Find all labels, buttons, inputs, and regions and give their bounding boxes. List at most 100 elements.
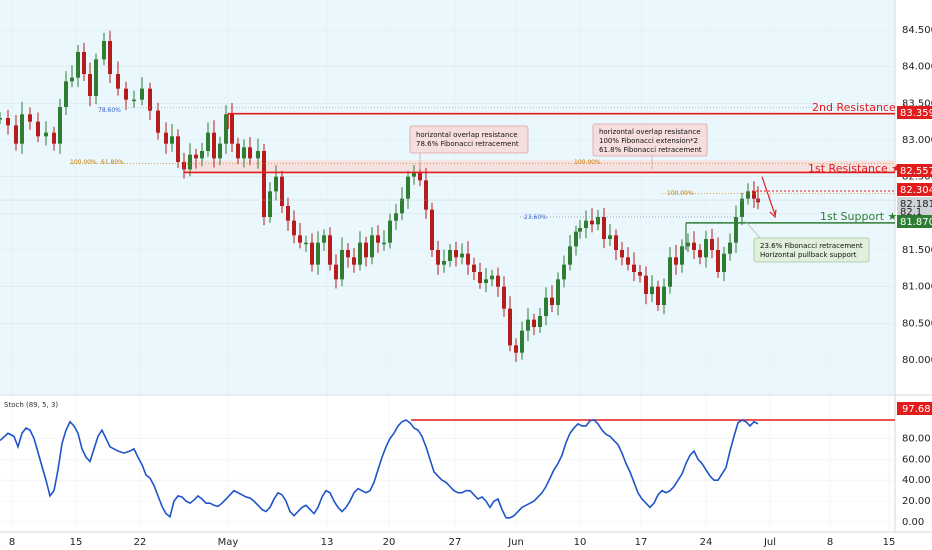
annotation-1-line-2: 78.6% Fibonacci retracement xyxy=(416,140,519,148)
candle-body xyxy=(346,250,350,258)
projection-arrow-line xyxy=(761,176,776,215)
candle-body xyxy=(248,147,252,159)
stoch-tick-label: 20.00 xyxy=(902,496,931,507)
candle-body xyxy=(108,41,112,74)
time-tick-label: 20 xyxy=(383,537,396,548)
price-tag-stoch: 97.68 xyxy=(897,402,932,415)
candle-body xyxy=(442,261,446,265)
candle-body xyxy=(674,257,678,265)
candle-body xyxy=(328,235,332,265)
price-tag-current-text: 82.181 xyxy=(900,199,932,210)
time-tick-label: 10 xyxy=(574,537,587,548)
candle-body xyxy=(508,308,512,346)
fib-label-100-left: 100.00% xyxy=(70,159,97,166)
candle-body xyxy=(692,242,696,250)
candle-body xyxy=(722,253,726,272)
time-tick-label: 24 xyxy=(700,537,713,548)
price-tick-label: 84.000 xyxy=(902,62,932,73)
price-tick-label: 80.000 xyxy=(902,355,932,366)
candle-body xyxy=(242,147,246,159)
resistance-1-label: 1st Resistance ★★ xyxy=(808,162,911,175)
candle-body xyxy=(28,114,32,122)
candle-body xyxy=(256,151,260,159)
price-tag-hidden-text: 82.1 xyxy=(900,207,922,218)
candle-body xyxy=(478,272,482,283)
candle-body xyxy=(710,239,714,250)
candle-body xyxy=(140,88,144,100)
candle-body xyxy=(200,151,204,159)
candle-body xyxy=(472,264,476,272)
candle-body xyxy=(94,59,98,96)
candle-body xyxy=(102,41,106,60)
annotation-box-2: horizontal overlap resistance 100% Fibon… xyxy=(592,123,708,157)
price-tick-label: 84.500 xyxy=(902,25,932,36)
candle-body xyxy=(716,250,720,272)
candle-body xyxy=(590,220,594,225)
annotation-2-line-1: horizontal overlap resistance xyxy=(599,128,701,136)
price-tag-res2-text: 83.359 xyxy=(900,108,932,119)
time-tick-label: 27 xyxy=(449,537,462,548)
time-tick-label: 15 xyxy=(70,537,83,548)
candle-body xyxy=(316,242,320,265)
price-tag-stoch-text: 97.68 xyxy=(902,404,931,415)
stoch-line xyxy=(0,419,759,519)
candle-body xyxy=(650,286,654,294)
candle-body xyxy=(632,264,636,272)
time-tick-label: May xyxy=(218,537,239,548)
candle-body xyxy=(638,272,642,276)
candle-body xyxy=(644,275,648,294)
candle-body xyxy=(352,257,356,265)
candle-body xyxy=(460,253,464,258)
fib-label-23-6: 23.60% xyxy=(524,214,547,221)
annotation-2-line-2: 100% Fibonacci extension*2 xyxy=(599,137,698,145)
candle-body xyxy=(218,143,222,159)
candle-body xyxy=(224,114,228,144)
candle-body xyxy=(418,173,422,181)
candle-body xyxy=(656,286,660,305)
candle-body xyxy=(176,136,180,162)
candle-body xyxy=(614,235,618,250)
candle-body xyxy=(0,118,2,120)
candle-body xyxy=(734,217,738,243)
support-1-label: 1st Support ★★ xyxy=(820,210,907,223)
candle-body xyxy=(206,132,210,151)
candle-body xyxy=(334,264,338,280)
candle-body xyxy=(756,198,760,203)
stoch-tick-label: 40.00 xyxy=(902,475,931,486)
time-tick-label: Jul xyxy=(763,537,776,548)
candle-body xyxy=(620,250,624,258)
time-tick-label: Jun xyxy=(507,537,524,548)
candle-body xyxy=(526,319,530,331)
candle-body xyxy=(188,154,192,170)
candle-body xyxy=(286,206,290,221)
price-tick-label: 83.500 xyxy=(902,98,932,109)
stoch-axis-ticks: 80.00 60.00 40.00 20.00 0.00 xyxy=(902,433,931,528)
price-tag-fib100: 82.304 xyxy=(897,183,932,196)
candle-body xyxy=(484,279,488,283)
candle-body xyxy=(662,286,666,305)
candle-body xyxy=(532,319,536,327)
candle-body xyxy=(212,132,216,159)
time-tick-label: 15 xyxy=(883,537,896,548)
candle-body xyxy=(584,220,588,228)
annotation-3-line-1: 23.6% Fibonacci retracement xyxy=(760,242,863,250)
annotation-box-3: 23.6% Fibonacci retracement Horizontal p… xyxy=(753,237,870,263)
price-tag-hidden: 82.1 xyxy=(897,207,932,218)
time-tick-label: 17 xyxy=(635,537,648,548)
candle-body xyxy=(412,173,416,177)
candle-body xyxy=(194,154,198,159)
zones xyxy=(184,160,895,173)
fib-label-100-right: 100.00% xyxy=(667,190,694,197)
candle-body xyxy=(164,132,168,144)
candle-body xyxy=(292,220,296,236)
candle-body xyxy=(626,257,630,265)
candle-body xyxy=(514,345,518,353)
candle-body xyxy=(680,246,684,265)
candle-body xyxy=(170,136,174,144)
candle-body xyxy=(116,74,120,89)
price-tick-label: 81.000 xyxy=(902,282,932,293)
fib-label-78-6: 78.60% xyxy=(98,107,121,114)
candle-body xyxy=(358,242,362,265)
candle-body xyxy=(236,143,240,159)
